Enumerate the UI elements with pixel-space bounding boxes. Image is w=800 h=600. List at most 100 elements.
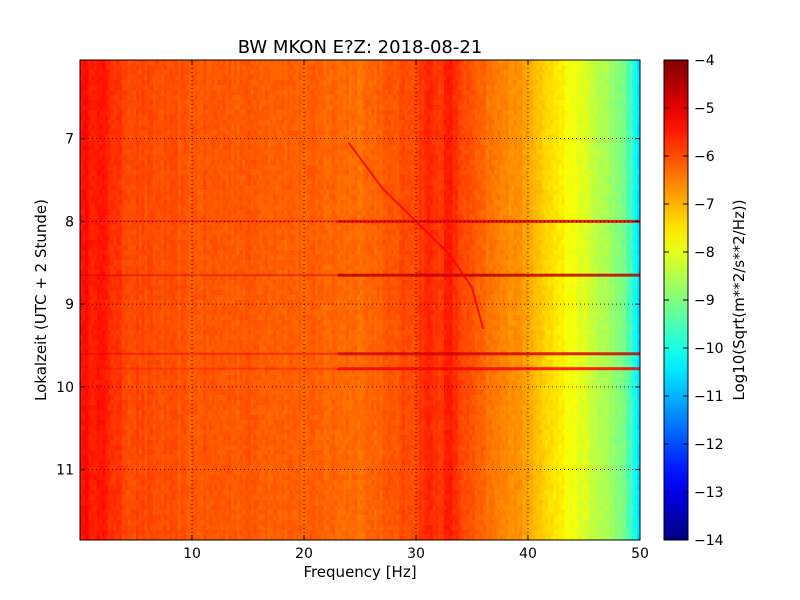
heatmap-cell <box>231 70 235 76</box>
heatmap-cell <box>276 80 280 86</box>
heatmap-cell <box>472 75 476 81</box>
heatmap-cell <box>164 60 168 66</box>
heatmap-cell <box>267 65 271 71</box>
heatmap-cell <box>592 65 596 71</box>
heatmap-cell <box>494 75 498 81</box>
heatmap-cell <box>264 75 269 81</box>
heatmap-cell <box>94 80 98 86</box>
heatmap-cell <box>306 60 311 66</box>
heatmap-cell <box>150 70 154 76</box>
heatmap-cell <box>192 75 196 81</box>
heatmap-cell <box>99 60 103 66</box>
heatmap-cell <box>469 65 473 71</box>
heatmap-cell <box>281 70 285 76</box>
heatmap-cell <box>96 60 101 66</box>
heatmap-cell <box>203 75 207 81</box>
heatmap-cell <box>371 70 375 76</box>
heatmap-cell <box>99 75 103 81</box>
heatmap-cell <box>418 70 423 76</box>
heatmap-cell <box>455 75 459 81</box>
heatmap-cell <box>455 80 459 86</box>
heatmap-cell <box>404 60 409 66</box>
heatmap-cell <box>346 65 350 71</box>
heatmap-cell <box>497 70 501 76</box>
heatmap-cell <box>441 65 445 71</box>
heatmap-cell <box>220 75 224 81</box>
heatmap-cell <box>278 80 283 86</box>
heatmap-cell <box>315 80 319 86</box>
heatmap-cell <box>172 75 176 81</box>
heatmap-cell <box>505 70 509 76</box>
heatmap-cell <box>438 80 442 86</box>
heatmap-cell <box>539 65 543 71</box>
heatmap-cell <box>267 70 271 76</box>
heatmap-cell <box>603 60 607 66</box>
heatmap-cell <box>617 70 621 76</box>
heatmap-cell <box>505 65 509 71</box>
heatmap-cell <box>340 60 344 66</box>
heatmap-cell <box>491 75 495 81</box>
heatmap-cell <box>418 75 423 81</box>
heatmap-cell <box>197 65 201 71</box>
heatmap-cell <box>396 80 400 86</box>
heatmap-cell <box>343 70 347 76</box>
heatmap-cell <box>519 75 523 81</box>
heatmap-cell <box>292 70 297 76</box>
heatmap-cell <box>396 60 400 66</box>
heatmap-cell <box>421 65 425 71</box>
heatmap-cell <box>354 70 358 76</box>
heatmap-cell <box>147 70 151 76</box>
heatmap-cell <box>200 80 204 86</box>
heatmap-cell <box>152 80 157 86</box>
heatmap-cell <box>192 65 196 71</box>
heatmap-cell <box>528 65 532 71</box>
heatmap-cell <box>108 75 112 81</box>
heatmap-cell <box>155 75 159 81</box>
heatmap-cell <box>497 60 501 66</box>
heatmap-cell <box>553 60 557 66</box>
heatmap-cell <box>539 75 543 81</box>
heatmap-cell <box>113 65 117 71</box>
heatmap-cell <box>502 75 507 81</box>
heatmap-cell <box>306 65 311 71</box>
heatmap-cell <box>609 75 613 81</box>
heatmap-cell <box>474 80 479 86</box>
heatmap-cell <box>343 60 347 66</box>
heatmap-cell <box>399 60 403 66</box>
heatmap-cell <box>502 65 507 71</box>
heatmap-cell <box>323 60 327 66</box>
heatmap-cell <box>413 80 417 86</box>
heatmap-cell <box>472 65 476 71</box>
heatmap-cell <box>169 75 173 81</box>
heatmap-cell <box>612 65 616 71</box>
heatmap-cell <box>519 60 523 66</box>
heatmap-cell <box>623 60 627 66</box>
heatmap-cell <box>486 80 490 86</box>
heatmap-cell <box>292 65 297 71</box>
heatmap-cell <box>536 70 540 76</box>
heatmap-cell <box>357 70 361 76</box>
heatmap-cell <box>514 75 518 81</box>
heatmap-cell <box>556 60 560 66</box>
heatmap-cell <box>80 80 84 86</box>
heatmap-cell <box>225 80 229 86</box>
heatmap-cell <box>466 60 470 66</box>
heatmap-cell <box>295 80 299 86</box>
heatmap-cell <box>105 80 109 86</box>
heatmap-cell <box>136 65 140 71</box>
heatmap-cell <box>166 80 171 86</box>
heatmap-cell <box>516 75 521 81</box>
heatmap-cell <box>206 80 210 86</box>
heatmap-cell <box>628 60 633 66</box>
heatmap-cell <box>449 65 453 71</box>
heatmap-cell <box>399 80 403 86</box>
heatmap-cell <box>572 75 577 81</box>
heatmap-cell <box>304 80 308 86</box>
heatmap-cell <box>371 65 375 71</box>
heatmap-cell <box>416 80 420 86</box>
heatmap-cell <box>264 70 269 76</box>
heatmap-cell <box>192 80 196 86</box>
heatmap-cell <box>511 70 515 76</box>
heatmap-cell <box>220 65 224 71</box>
heatmap-cell <box>85 65 89 71</box>
